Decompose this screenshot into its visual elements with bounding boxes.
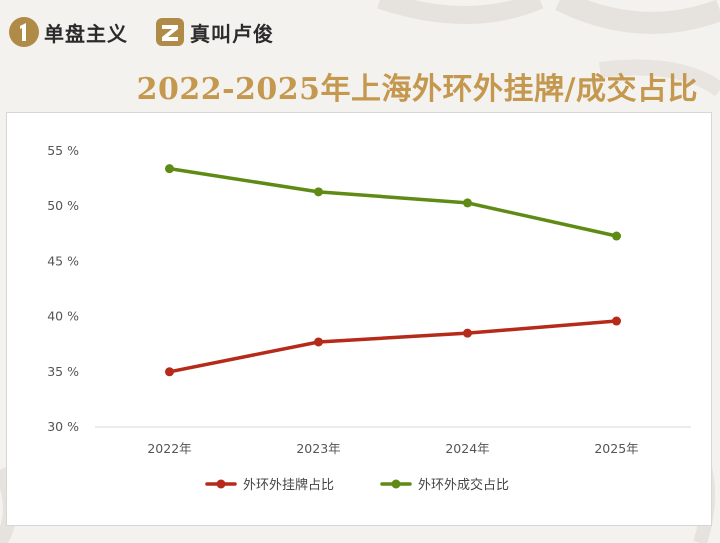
data-point [612, 231, 621, 241]
series-line [167, 166, 619, 238]
data-point [314, 187, 323, 197]
series-1 [165, 316, 621, 377]
x-tick-label: 2023年 [296, 441, 340, 456]
x-tick-label: 2025年 [594, 441, 638, 456]
letter-z-logo-icon [156, 18, 184, 46]
series-2 [165, 164, 621, 241]
y-tick-label: 35 % [47, 364, 79, 379]
brand-name-zhenjiao: 真叫卢俊 [190, 21, 274, 46]
y-tick-label: 40 % [47, 309, 79, 324]
legend-label: 外环外成交占比 [418, 477, 509, 493]
y-tick-label: 30 % [47, 419, 79, 434]
legend-item: 外环外成交占比 [380, 477, 509, 493]
y-tick-label: 55 % [47, 143, 79, 158]
data-point [463, 198, 472, 208]
data-point [314, 337, 323, 347]
chart-legend: 外环外挂牌占比 外环外成交占比 [205, 477, 509, 493]
legend-swatch-marker [216, 479, 226, 489]
line-chart: 30 % 35 % 40 % 45 % 50 % 55 % 2022年 2023年 2024年… [47, 143, 691, 493]
x-tick-label: 2022年 [147, 441, 191, 456]
page-title: 2022-2025年上海外环外挂牌/成交占比 [136, 72, 698, 107]
y-tick-label: 50 % [47, 198, 79, 213]
brand-header: 单盘主义 真叫卢俊 [8, 12, 300, 52]
data-point [165, 164, 174, 174]
data-point [463, 328, 472, 338]
x-tick-label: 2024年 [445, 441, 489, 456]
series-layer [165, 164, 621, 377]
data-point [612, 316, 621, 326]
y-tick-label: 45 % [47, 253, 79, 268]
brand-name-dandpan: 单盘主义 [44, 21, 128, 46]
data-point [165, 367, 174, 377]
legend-label: 外环外挂牌占比 [243, 477, 334, 493]
digit-one-logo-icon [9, 17, 39, 47]
legend-item: 外环外挂牌占比 [205, 477, 334, 493]
legend-swatch-marker [391, 479, 401, 489]
brand-zhenjiao: 真叫卢俊 [154, 16, 274, 48]
brand-dandpan: 单盘主义 [8, 16, 128, 48]
series-line [167, 319, 619, 374]
chart-card: 30 % 35 % 40 % 45 % 50 % 55 % 2022年 2023年 2024年… [6, 112, 712, 526]
y-axis: 30 % 35 % 40 % 45 % 50 % 55 % [47, 143, 79, 434]
x-axis: 2022年 2023年 2024年 2025年 [147, 441, 638, 456]
